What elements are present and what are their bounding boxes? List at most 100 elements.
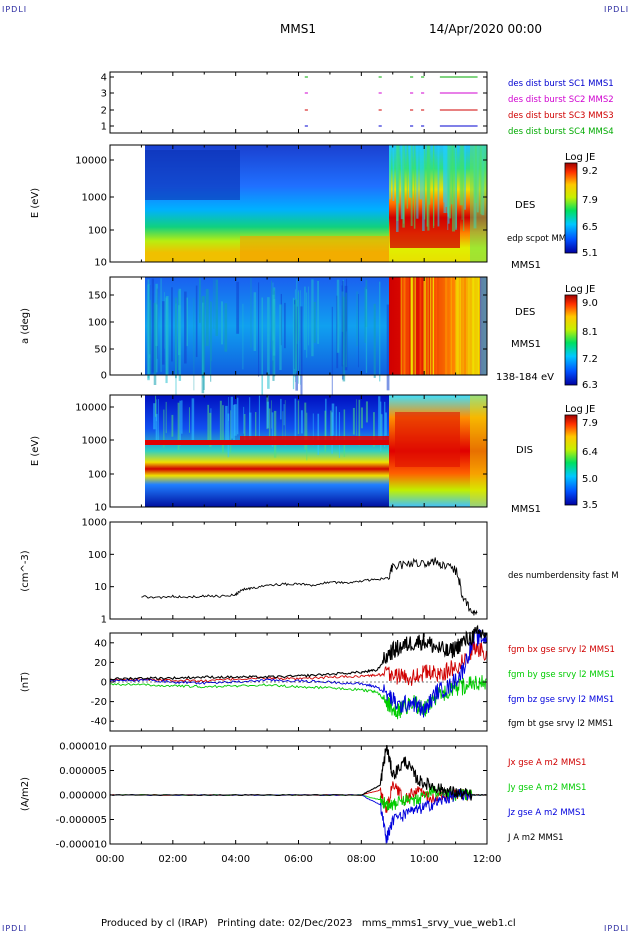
des-pitch-streak bbox=[162, 301, 165, 365]
magnetic-field-y-tick: 20 bbox=[94, 658, 107, 669]
dis-energy-streak bbox=[352, 407, 355, 435]
des-pitch-streak bbox=[294, 299, 298, 374]
des-pitch-streak bbox=[253, 292, 257, 351]
des-energy-streak bbox=[463, 145, 465, 231]
magnetic-field-y-label: (nT) bbox=[20, 672, 31, 692]
dis-energy-streak bbox=[155, 395, 157, 417]
current-density-y-tick: 0.000010 bbox=[59, 742, 107, 753]
des-pitch-colorbar-tick: 8.1 bbox=[582, 327, 598, 338]
des-pitch-spacecraft-label: MMS1 bbox=[511, 339, 541, 350]
des-pitch-active-streak bbox=[439, 277, 441, 375]
des-pitch-active-streak bbox=[457, 277, 460, 375]
dis-energy-colorbar-bar bbox=[564, 414, 578, 506]
density-y-tick: 100 bbox=[88, 550, 107, 561]
des-energy-streak bbox=[443, 145, 447, 213]
dis-energy-streak bbox=[155, 399, 157, 422]
burst-legend-entry: des dist burst SC2 MMS2 bbox=[508, 95, 614, 105]
des-pitch-edge bbox=[480, 277, 487, 375]
time-axis-tick-label: 12:00 bbox=[473, 854, 502, 865]
des-energy-streak bbox=[406, 145, 409, 209]
corner-label-bottom-right: IPDLI bbox=[604, 924, 630, 933]
burst-y-tick: 3 bbox=[101, 89, 107, 100]
des-energy-instrument-label: DES bbox=[515, 200, 535, 211]
des-pitch-streak bbox=[221, 301, 224, 345]
time-axis-tick-label: 06:00 bbox=[284, 854, 313, 865]
dis-energy-spacecraft-label: MMS1 bbox=[511, 504, 541, 515]
des-pitch-streak bbox=[317, 280, 319, 344]
date-title: 14/Apr/2020 00:00 bbox=[429, 22, 543, 36]
des-energy-streak bbox=[447, 145, 449, 231]
des-pitch-instrument-label: DES bbox=[515, 307, 535, 318]
des-pitch-colorbar-tick: 9.0 bbox=[582, 298, 598, 309]
des-pitch-streak bbox=[215, 279, 218, 336]
des-pitch-streak bbox=[202, 302, 204, 378]
dis-energy-colorbar-tick: 6.4 bbox=[582, 447, 598, 458]
des-pitch-spectrogram-quiet bbox=[145, 277, 389, 375]
des-pitch-streak bbox=[153, 302, 157, 385]
des-pitch-active-streak bbox=[405, 277, 408, 375]
des-pitch-streak bbox=[267, 297, 270, 389]
burst-legend-entry: des dist burst SC1 MMS1 bbox=[508, 79, 614, 89]
burst-panel-frame bbox=[109, 71, 488, 134]
des-pitch-streak bbox=[178, 305, 181, 356]
magnetic-field-legend-entry: fgm bz gse srvy l2 MMS1 bbox=[508, 695, 614, 705]
dis-energy-y-tick: 1000 bbox=[82, 436, 107, 447]
des-pitch-active-streak bbox=[432, 277, 434, 375]
time-axis-tick-label: 00:00 bbox=[96, 854, 125, 865]
des-pitch-streak bbox=[331, 306, 333, 397]
des-energy-streak bbox=[400, 145, 404, 220]
des-pitch-active-streak bbox=[410, 277, 413, 375]
des-pitch-active-streak bbox=[450, 277, 452, 375]
des-pitch-streak bbox=[300, 306, 303, 397]
des-pitch-streak bbox=[185, 297, 188, 347]
des-pitch-y-tick: 150 bbox=[88, 291, 107, 302]
des-energy-colorbar-label: Log JE bbox=[565, 152, 595, 163]
des-pitch-streak bbox=[279, 304, 282, 371]
dis-energy-streak bbox=[171, 414, 174, 437]
des-energy-streak bbox=[432, 145, 435, 229]
des-pitch-streak bbox=[151, 278, 154, 373]
des-pitch-colorbar-label: Log JE bbox=[565, 284, 595, 295]
des-pitch-y-tick: 50 bbox=[94, 345, 107, 356]
burst-y-tick: 4 bbox=[101, 73, 107, 84]
des-pitch-streak bbox=[294, 304, 296, 378]
des-pitch-streak bbox=[224, 303, 228, 352]
dis-energy-streak bbox=[338, 412, 340, 458]
current-density-series-line bbox=[109, 744, 487, 801]
des-pitch-streak bbox=[336, 279, 340, 353]
des-energy-streak bbox=[422, 145, 425, 231]
des-pitch-streak bbox=[261, 297, 264, 397]
des-pitch-streak bbox=[379, 281, 381, 382]
des-pitch-streak bbox=[356, 291, 358, 347]
des-pitch-streak bbox=[298, 290, 299, 384]
dis-energy-streak bbox=[294, 398, 297, 442]
des-pitch-active-streak bbox=[434, 277, 436, 375]
spacecraft-title: MMS1 bbox=[280, 22, 316, 36]
des-pitch-energy-range-label: 138-184 eV bbox=[496, 372, 554, 383]
des-pitch-streak bbox=[342, 296, 346, 382]
des-pitch-active-streak bbox=[400, 277, 402, 375]
dis-energy-ion-beam bbox=[145, 440, 389, 445]
dis-energy-streak bbox=[384, 412, 387, 436]
dis-energy-streak bbox=[365, 401, 368, 423]
des-pitch-streak bbox=[205, 288, 209, 347]
des-pitch-streak bbox=[199, 278, 201, 323]
dis-energy-streak bbox=[179, 400, 181, 446]
dis-energy-streak bbox=[271, 412, 274, 447]
des-pitch-streak bbox=[296, 279, 298, 371]
magnetic-field-series-line bbox=[109, 675, 487, 720]
des-energy-colorbar-tick: 9.2 bbox=[582, 166, 598, 177]
dis-energy-streak bbox=[266, 401, 269, 428]
dis-energy-streak bbox=[222, 405, 224, 453]
dis-energy-streak bbox=[304, 402, 307, 450]
corner-label-top-left: IPDLI bbox=[2, 5, 28, 14]
des-pitch-colorbar-tick: 7.2 bbox=[582, 354, 598, 365]
dis-energy-y-tick: 100 bbox=[88, 470, 107, 481]
dis-energy-streak bbox=[243, 413, 246, 443]
dis-energy-streak bbox=[283, 404, 285, 426]
dis-energy-streak bbox=[188, 407, 190, 433]
des-pitch-streak bbox=[160, 278, 162, 372]
des-pitch-streak bbox=[308, 286, 309, 346]
burst-y-tick: 2 bbox=[101, 106, 107, 117]
